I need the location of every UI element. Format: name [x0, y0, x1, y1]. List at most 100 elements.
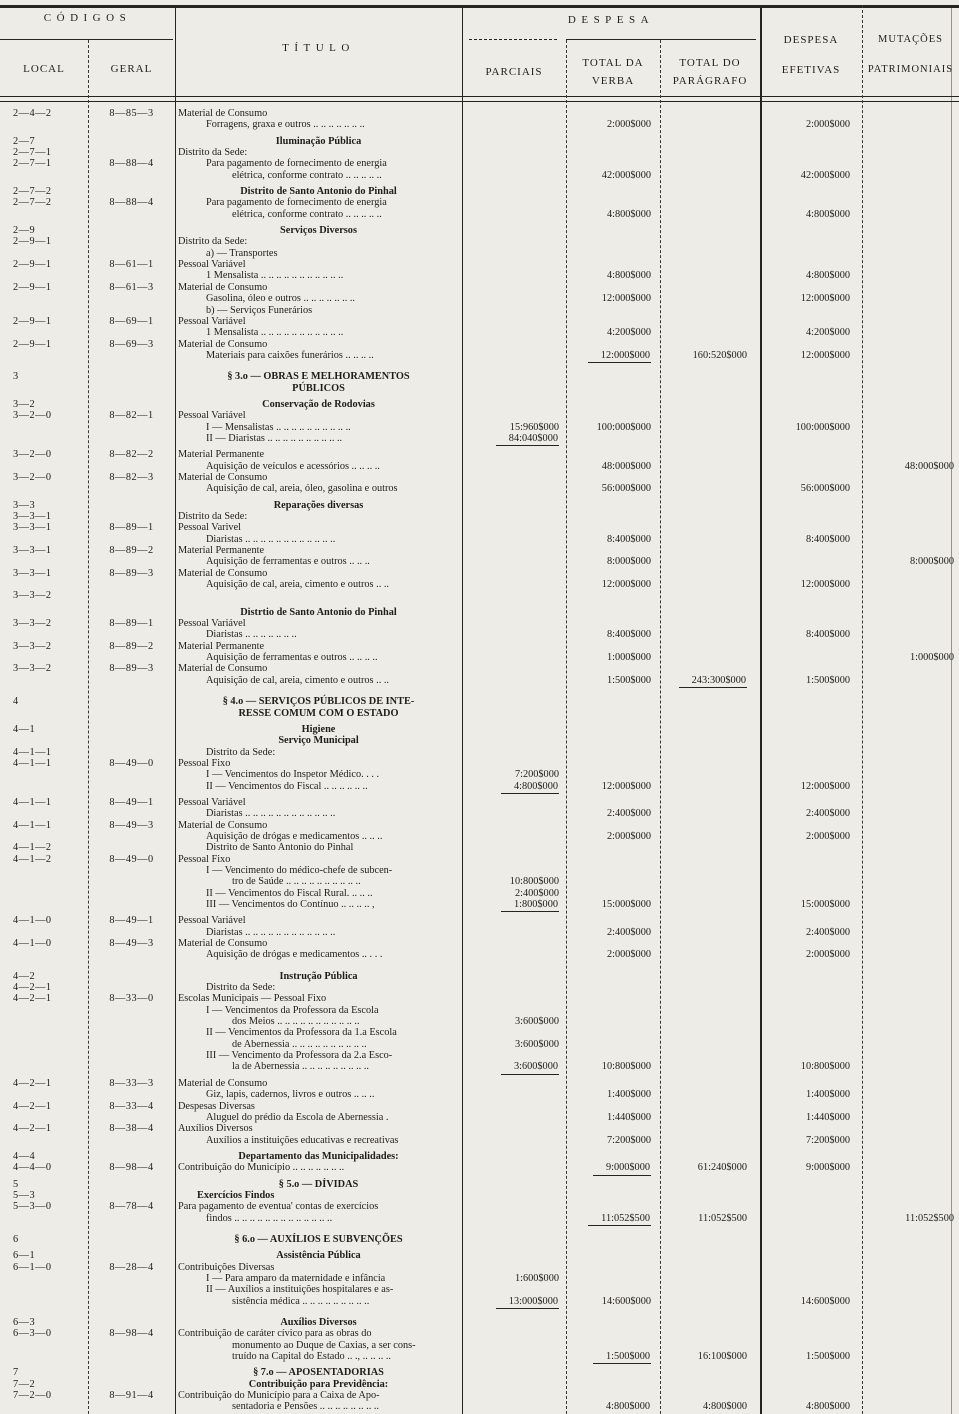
parciais-value	[462, 293, 566, 304]
geral-code	[88, 461, 175, 472]
table-row: Materiais para caixões funerários .. .. …	[0, 349, 959, 364]
titulo-text: I — Vencimento do médico-chefe de subcen…	[206, 864, 393, 876]
parciais-value	[462, 652, 566, 663]
despesa-efetivas-value: 2:000$000	[805, 119, 850, 131]
mutacoes-patrimoniais-value	[862, 1234, 959, 1245]
despesa-efetivas-value: 56:000$000	[800, 483, 850, 495]
total-verba-value: 2:000$000	[606, 949, 651, 961]
local-code	[0, 1135, 88, 1146]
total-verba-value: 48:000$000	[601, 460, 651, 472]
despesa-efetivas-value: 12:000$000	[800, 293, 850, 305]
geral-code	[88, 1089, 175, 1100]
mutacoes-patrimoniais-value	[862, 568, 959, 579]
despesa-efetivas-value: 2:000$000	[805, 949, 850, 961]
geral-code: 8—49—1	[109, 796, 154, 808]
titulo-text: Pessoal Variável	[178, 410, 246, 422]
divider-parciais-verba	[566, 40, 567, 1414]
geral-code	[88, 399, 175, 410]
mutacoes-patrimoniais-value	[862, 305, 959, 316]
total-paragrafo-value	[660, 305, 760, 316]
titulo-text: elétrica, conforme contrato .. .. .. .. …	[232, 208, 382, 220]
table-row: RESSE COMUM COM O ESTADO	[0, 708, 959, 719]
total-paragrafo-value	[660, 1027, 760, 1038]
header-total-verba-2: VERBA	[591, 75, 635, 87]
titulo-text: Conservação de Rodovias	[262, 398, 375, 410]
mutacoes-patrimoniais-value	[862, 248, 959, 259]
table-row: 4—1—1 8—49—0 Pessoal Fixo	[0, 758, 959, 769]
total-verba-value	[566, 1284, 660, 1295]
parciais-value	[462, 1089, 566, 1100]
table-row: 1 Mensalista .. .. .. .. .. .. .. .. .. …	[0, 270, 959, 281]
geral-code	[88, 511, 175, 522]
mutacoes-patrimoniais-value	[862, 808, 959, 819]
table-row: 3—3—1 8—89—3 Material de Consumo	[0, 568, 959, 579]
table-row: 2—9—1 Distrito da Sede:	[0, 236, 959, 247]
titulo-text: Para pagamento de fornecimento de energi…	[206, 197, 387, 209]
local-code	[0, 1401, 88, 1412]
geral-code	[88, 781, 175, 792]
table-row: 4—1—1 8—49—1 Pessoal Variável	[0, 797, 959, 808]
total-verba-value	[566, 511, 660, 522]
titulo-text: Auxílios Diversos	[280, 1317, 357, 1328]
despesa-efetivas-value	[760, 1262, 862, 1273]
total-paragrafo-value	[660, 1039, 760, 1050]
geral-code	[88, 696, 175, 707]
total-paragrafo-value	[660, 865, 760, 876]
table-row: 2—7—1 8—88—4 Para pagamento de forneciment…	[0, 158, 959, 169]
total-paragrafo-value	[660, 433, 760, 444]
mutacoes-patrimoniais-value	[862, 590, 959, 601]
despesa-efetivas-value	[760, 197, 862, 208]
row-gap	[0, 1307, 959, 1317]
geral-code	[88, 1213, 175, 1224]
titulo-text: Auxílios Diversos	[178, 1123, 253, 1135]
titulo-text: Pessoal Variável	[178, 796, 246, 808]
header-bottom-rule-2	[0, 101, 959, 102]
local-code: 3—3—1	[13, 545, 52, 557]
mutacoes-patrimoniais-value	[862, 1027, 959, 1038]
titulo-text: Pessoal Variável	[178, 315, 246, 327]
local-code: 6—3—0	[13, 1328, 52, 1340]
total-verba-value: 2:400$000	[606, 926, 651, 938]
mutacoes-patrimoniais-value	[862, 888, 959, 899]
titulo-text: § 4.o — SERVIÇOS PÚBLICOS DE INTE-	[222, 696, 415, 708]
total-paragrafo-value	[660, 236, 760, 247]
local-code: 4—1—2	[13, 842, 52, 854]
total-paragrafo-value	[660, 270, 760, 281]
table-row: 4—2—1 8—33—4 Despesas Diversas	[0, 1101, 959, 1112]
total-verba-value: 56:000$000	[601, 483, 651, 495]
parciais-value	[462, 399, 566, 410]
parciais-value	[462, 225, 566, 236]
local-code	[0, 209, 88, 220]
titulo-text: Distrito de Santo Antonio do Pinhal	[240, 186, 397, 198]
mutacoes-patrimoniais-value	[862, 982, 959, 993]
header-bottom-rule-1	[0, 96, 959, 97]
header-codigos: CÓDIGOS	[43, 12, 132, 24]
table-row: I — Vencimentos do Inspetor Médico. . . …	[0, 769, 959, 780]
parciais-value	[462, 147, 566, 158]
geral-code	[88, 556, 175, 567]
parciais-value	[462, 282, 566, 293]
titulo-text: § 5.o — DÍVIDAS	[278, 1178, 359, 1190]
titulo-text: Material Permanente	[178, 545, 265, 557]
table-row: 3—2—0 8—82—3 Material de Consumo	[0, 472, 959, 483]
despesa-efetivas-value	[760, 820, 862, 831]
despesa-efetivas-value: 12:000$000	[800, 349, 850, 361]
mutacoes-patrimoniais-value	[862, 1061, 959, 1072]
mutacoes-patrimoniais-value	[862, 865, 959, 876]
total-verba-value	[566, 708, 660, 719]
local-code: 6—3	[13, 1317, 36, 1328]
despesa-efetivas-value	[760, 1273, 862, 1284]
table-right-rule	[951, 5, 952, 1414]
table-row: Aquisição de ferramentas e outros .. .. …	[0, 556, 959, 567]
total-paragrafo-value	[660, 1390, 760, 1401]
total-verba-value: 1:500$000	[606, 674, 651, 686]
parciais-value	[462, 1401, 566, 1412]
mutacoes-patrimoniais-value	[862, 350, 959, 361]
total-verba-value	[566, 915, 660, 926]
despesa-efetivas-value: 100:000$000	[795, 421, 850, 433]
table-row: 6 § 6.o — AUXÍLIOS E SUBVENÇÕES	[0, 1234, 959, 1245]
parciais-value	[462, 1340, 566, 1351]
despesa-efetivas-value	[760, 1317, 862, 1328]
geral-code	[88, 982, 175, 993]
titulo-text: Escolas Municipais — Pessoal Fixo	[178, 993, 327, 1005]
